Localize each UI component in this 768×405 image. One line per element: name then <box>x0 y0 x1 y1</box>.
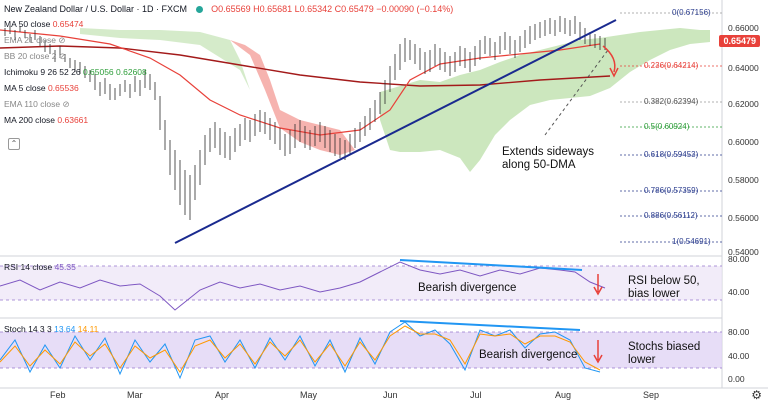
x-tick: Feb <box>50 390 66 400</box>
legend-ichimoku[interactable]: Ichimoku 9 26 52 26 0.65056 0.62608 <box>4 67 147 77</box>
legend-ma5[interactable]: MA 5 close 0.65536 <box>4 83 79 93</box>
price-tick: 0.54000 <box>728 247 759 257</box>
annotation-rsi-note: RSI below 50, bias lower <box>628 275 700 300</box>
stoch-divergence-line <box>399 320 581 331</box>
rsi-band <box>0 266 722 300</box>
legend-bb20[interactable]: BB 20 close 2 ⊘ <box>4 51 66 61</box>
legend-ema21[interactable]: EMA 21 close ⊘ <box>4 35 66 45</box>
fib-label: 0.5(0.60924) <box>644 122 690 131</box>
status-dot-icon <box>195 6 203 14</box>
price-tick: 0.60000 <box>728 137 759 147</box>
price-tick: 0.64000 <box>728 63 759 73</box>
annotation-rsi-divergence: Bearish divergence <box>418 282 517 294</box>
legend-ema110[interactable]: EMA 110 close ⊘ <box>4 99 70 109</box>
legend-stoch[interactable]: Stoch 14 3 3 13.64 14.11 <box>4 324 99 334</box>
stoch-band <box>0 332 722 368</box>
candlesticks <box>4 16 606 220</box>
bearish-arrow <box>602 45 616 73</box>
stoch-d-line <box>0 325 601 373</box>
fib-label: 0.618(0.59453) <box>644 150 699 159</box>
current-price-tag: 0.65479 <box>719 35 760 47</box>
rsi-tick: 80.00 <box>728 254 750 264</box>
fib-lines <box>620 12 722 243</box>
x-tick: Sep <box>643 390 660 400</box>
ichimoku-cloud-bearish <box>230 40 355 155</box>
hidden-eye-icon[interactable]: ⊘ <box>58 51 66 61</box>
price-tick: 0.56000 <box>728 213 759 223</box>
legend-ma50[interactable]: MA 50 close 0.65474 <box>4 19 84 29</box>
ichimoku-cloud-bullish <box>380 28 710 172</box>
ma-200-line <box>0 45 611 87</box>
stoch-tick: 0.00 <box>728 374 745 384</box>
rsi-divergence-line <box>399 259 583 271</box>
x-tick: Jun <box>383 390 398 400</box>
settings-gear-icon[interactable]: ⚙ <box>751 388 762 402</box>
rsi-tick: 40.00 <box>728 287 750 297</box>
price-tick: 0.62000 <box>728 99 759 109</box>
fib-label: 0.382(0.62394) <box>644 97 699 106</box>
annotation-main: Extends sideways along 50-DMA <box>502 146 595 171</box>
price-tick: 0.58000 <box>728 175 759 185</box>
legend-rsi[interactable]: RSI 14 close 45.35 <box>4 262 76 272</box>
rsi-arrow <box>593 274 603 296</box>
hidden-eye-icon[interactable]: ⊘ <box>62 99 70 109</box>
x-tick: Mar <box>127 390 143 400</box>
x-tick: Jul <box>470 390 482 400</box>
stoch-k-line <box>0 321 601 380</box>
fib-label: 1(0.54691) <box>672 237 711 246</box>
x-tick: Apr <box>215 390 230 400</box>
ichimoku-cloud-top-left <box>80 28 250 90</box>
rsi-line <box>0 261 606 311</box>
hidden-eye-icon[interactable]: ⊘ <box>58 35 66 45</box>
trendline <box>174 19 617 244</box>
price-tick: 0.66000 <box>728 23 759 33</box>
stoch-arrow <box>593 340 603 364</box>
ohlc-values: O0.65569 H0.65681 L0.65342 C0.65479 −0.0… <box>211 4 454 14</box>
fib-label: 0.786(0.57359) <box>644 186 699 195</box>
fib-label: 0.886(0.56112) <box>644 211 698 220</box>
x-tick: Aug <box>555 390 572 400</box>
fib-label: 0.236(0.64214) <box>644 61 699 70</box>
x-tick: May <box>300 390 318 400</box>
legend-ma200[interactable]: MA 200 close 0.63661 <box>4 115 89 125</box>
fib-label: 0(0.67156) <box>672 8 711 17</box>
stoch-tick: 40.00 <box>728 351 750 361</box>
annotation-stoch-note: Stochs biased lower <box>628 341 701 366</box>
chart-title: New Zealand Dollar / U.S. Dollar · 1D · … <box>4 4 453 14</box>
collapse-legend-icon[interactable]: ⌃ <box>8 138 20 150</box>
symbol-name: New Zealand Dollar / U.S. Dollar · 1D · … <box>4 4 188 14</box>
annotation-stoch-divergence: Bearish divergence <box>479 349 578 361</box>
stoch-tick: 80.00 <box>728 327 750 337</box>
